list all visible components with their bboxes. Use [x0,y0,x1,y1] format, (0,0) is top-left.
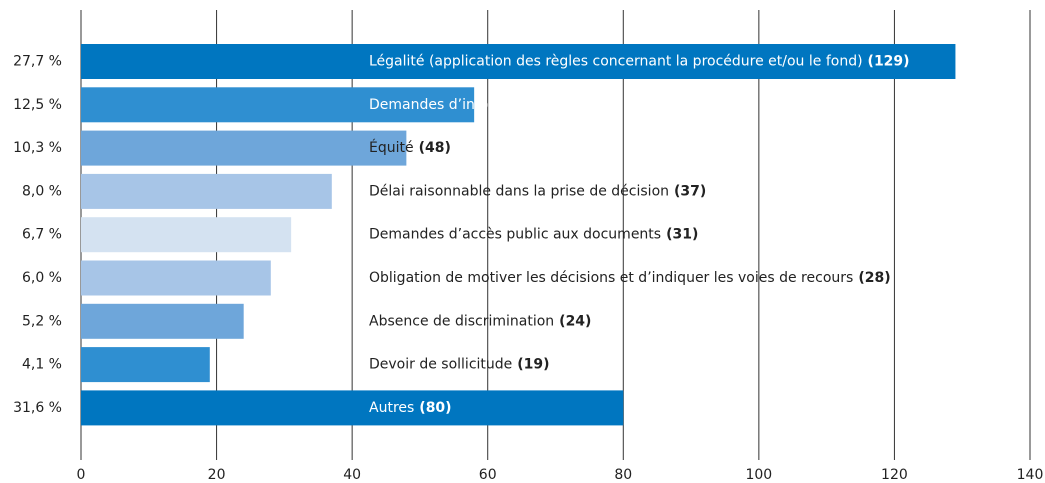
share-label: 10,3 % [13,140,62,156]
x-tick-label: 40 [343,467,361,483]
bar [81,130,407,166]
value-label: (19) [517,357,549,373]
bar [81,303,244,339]
bar [81,390,624,426]
bar [81,260,271,296]
value-label: (37) [674,183,706,199]
bar-label: Équité (48) [369,139,451,156]
bar [81,44,956,79]
value-label: (28) [858,270,890,286]
category-label: Absence de discrimination [369,313,554,329]
value-label: (58) [555,97,587,113]
category-label: Légalité (application des règles concern… [369,54,863,70]
share-label: 8,0 % [22,183,62,199]
category-label: Demandes d’informations [369,97,550,113]
category-label: Délai raisonnable dans la prise de décis… [369,183,669,199]
bar-label: Devoir de sollicitude (19) [369,357,550,373]
bar-label: Demandes d’accès public aux documents (31… [369,227,698,243]
x-tick-label: 60 [479,467,497,483]
share-label: 31,6 % [13,400,62,416]
x-tick-label: 120 [881,467,908,483]
share-label: 4,1 % [22,357,62,373]
bar-label: Délai raisonnable dans la prise de décis… [369,183,706,199]
x-tick-label: 20 [208,467,226,483]
bar [81,347,210,383]
category-label: Obligation de motiver les décisions et d… [369,270,853,286]
share-label: 5,2 % [22,313,62,329]
value-label: (31) [666,227,698,243]
value-label: (80) [419,400,451,416]
category-label: Équité [369,139,414,156]
bar [81,173,332,209]
x-tick-label: 100 [745,467,772,483]
bar-label: Demandes d’informations (58) [369,97,587,113]
value-label: (129) [868,54,910,70]
share-label: 12,5 % [13,97,62,113]
bar-label: Légalité (application des règles concern… [369,54,910,70]
x-tick-label: 80 [614,467,632,483]
x-tick-label: 0 [77,467,86,483]
share-label: 27,7 % [13,54,62,70]
bar-label: Obligation de motiver les décisions et d… [369,270,891,286]
category-label: Devoir de sollicitude [369,357,512,373]
value-label: (24) [559,313,591,329]
bar-label: Autres (80) [369,400,452,416]
bar [81,217,292,253]
share-label: 6,0 % [22,270,62,286]
x-tick-label: 140 [1017,467,1044,483]
category-label: Demandes d’accès public aux documents [369,227,661,243]
bar-label: Absence de discrimination (24) [369,313,591,329]
share-label: 6,7 % [22,227,62,243]
category-label: Autres [369,400,414,416]
bar [81,87,475,123]
value-label: (48) [419,140,451,156]
